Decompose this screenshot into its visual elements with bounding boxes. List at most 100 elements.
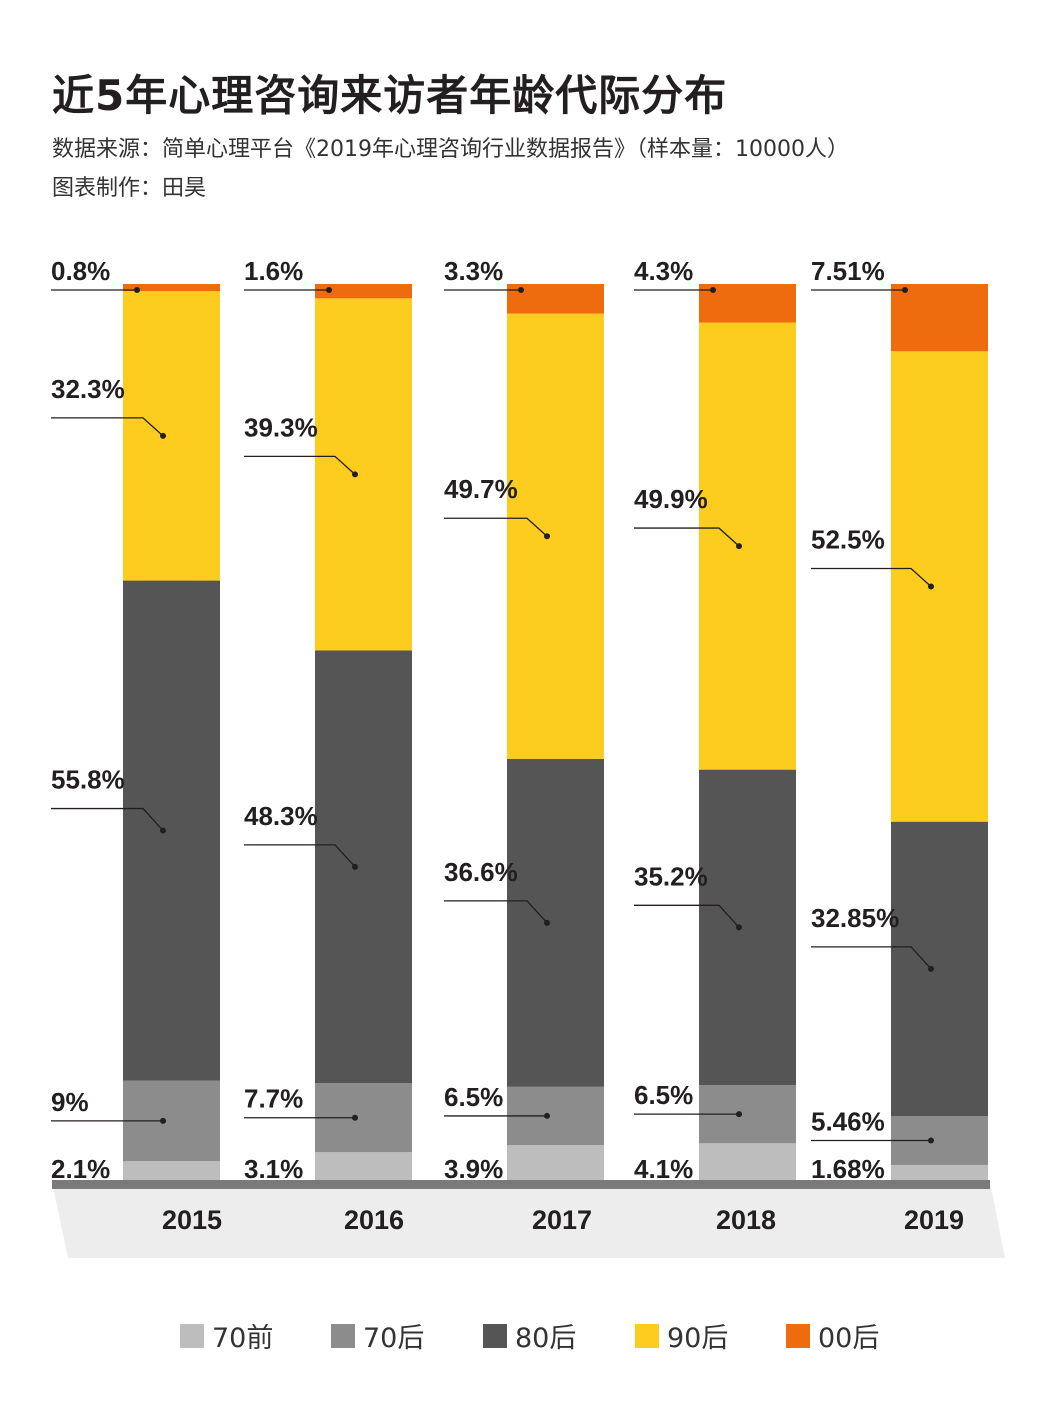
leader-dot-2016-4 — [326, 287, 332, 293]
value-label-2019-2: 32.85% — [811, 903, 899, 933]
legend-item: 70后 — [331, 1316, 424, 1355]
leader-line-2016-3 — [244, 455, 356, 475]
leader-dot-2015-3 — [160, 432, 166, 439]
year-label-2016: 2016 — [344, 1205, 404, 1235]
value-label-2019-1: 5.46% — [811, 1106, 885, 1136]
value-label-2015-1: 9% — [51, 1087, 89, 1117]
legend-swatch — [331, 1323, 355, 1348]
leader-line-2015-2 — [51, 807, 164, 831]
leader-line-2019-2 — [811, 946, 932, 970]
leader-dot-2018-3 — [736, 543, 742, 550]
leader-line-2016-2 — [244, 844, 356, 868]
value-label-2017-3: 49.7% — [444, 474, 518, 504]
leader-dot-2015-4 — [134, 287, 140, 293]
bar-segment-2018-0 — [699, 1143, 796, 1180]
leader-dot-2017-4 — [518, 287, 524, 293]
bar-segment-2016-3 — [315, 298, 412, 651]
value-label-2015-2: 55.8% — [51, 765, 125, 795]
value-label-2017-4: 3.3% — [444, 256, 503, 286]
chart-title: 近5年心理咨询来访者年龄代际分布 — [52, 71, 728, 120]
value-label-2018-0: 4.1% — [634, 1154, 693, 1184]
bar-segment-2015-0 — [123, 1161, 220, 1180]
value-label-2016-4: 1.6% — [244, 256, 303, 286]
year-label-2018: 2018 — [716, 1205, 776, 1235]
value-label-2018-3: 49.9% — [634, 484, 708, 514]
value-label-2015-0: 2.1% — [51, 1154, 110, 1184]
legend-swatch — [483, 1323, 507, 1348]
year-label-2017: 2017 — [532, 1205, 592, 1235]
leader-line-2019-3 — [811, 567, 932, 587]
value-label-2015-4: 0.8% — [51, 256, 110, 286]
bar-segment-2018-2 — [699, 769, 796, 1086]
bar-segment-2015-3 — [123, 291, 220, 581]
legend-label: 70后 — [363, 1323, 425, 1354]
legend-item: 00后 — [786, 1316, 879, 1355]
bar-segment-2016-2 — [315, 650, 412, 1084]
chart-legend: 70前 70后 80后 90后 00后 — [0, 1316, 1057, 1355]
bar-segment-2019-3 — [891, 351, 988, 822]
leader-dot-2018-4 — [710, 287, 716, 293]
bar-segment-2015-2 — [123, 580, 220, 1081]
value-label-2019-0: 1.68% — [811, 1154, 885, 1184]
year-label-2019: 2019 — [904, 1205, 964, 1235]
leader-dot-2016-3 — [352, 471, 358, 478]
value-label-2019-3: 52.5% — [811, 524, 885, 554]
bar-segment-2019-2 — [891, 821, 988, 1117]
leader-dot-2016-1 — [352, 1114, 358, 1121]
legend-item: 70前 — [180, 1316, 273, 1355]
leader-dot-2018-1 — [736, 1111, 742, 1118]
leader-line-2018-2 — [634, 904, 740, 928]
legend-item: 90后 — [635, 1316, 728, 1355]
legend-label: 90后 — [667, 1323, 729, 1354]
bar-segment-2015-4 — [123, 284, 220, 292]
legend-label: 70前 — [212, 1323, 274, 1354]
leader-line-2017-3 — [444, 517, 548, 537]
leader-dot-2019-3 — [928, 583, 934, 590]
value-label-2018-4: 4.3% — [634, 256, 693, 286]
value-label-2016-3: 39.3% — [244, 412, 318, 442]
bar-segment-2016-0 — [315, 1152, 412, 1180]
leader-dot-2019-2 — [928, 965, 934, 972]
value-label-2017-0: 3.9% — [444, 1154, 503, 1184]
legend-swatch — [786, 1323, 810, 1348]
leader-line-2018-3 — [634, 527, 740, 547]
leader-dot-2016-2 — [352, 863, 358, 870]
legend-swatch — [180, 1323, 204, 1348]
leader-dot-2015-2 — [160, 827, 166, 834]
value-label-2016-1: 7.7% — [244, 1084, 303, 1114]
leader-dot-2018-2 — [736, 924, 742, 931]
year-label-2015: 2015 — [162, 1205, 222, 1235]
leader-dot-2015-1 — [160, 1117, 166, 1124]
value-label-2019-4: 7.51% — [811, 256, 885, 286]
bar-segment-2017-0 — [507, 1145, 604, 1180]
value-label-2016-2: 48.3% — [244, 801, 318, 831]
bar-segment-2018-3 — [699, 322, 796, 770]
value-label-2018-2: 35.2% — [634, 861, 708, 891]
value-label-2016-0: 3.1% — [244, 1154, 303, 1184]
data-source: 数据来源：简单心理平台《2019年心理咨询行业数据报告》（样本量：10000人） — [52, 137, 849, 162]
bar-segment-2017-2 — [507, 758, 604, 1087]
value-label-2017-2: 36.6% — [444, 857, 518, 887]
bar-segment-2019-0 — [891, 1164, 988, 1180]
bar-segment-2017-3 — [507, 313, 604, 759]
bar-segment-2016-4 — [315, 284, 412, 299]
leader-line-2017-2 — [444, 900, 548, 924]
x-axis-line — [52, 1180, 990, 1189]
leader-dot-2019-1 — [928, 1137, 934, 1144]
axis-band — [52, 1182, 1005, 1258]
legend-label: 80后 — [515, 1323, 577, 1354]
value-label-2015-3: 32.3% — [51, 374, 125, 404]
leader-dot-2017-3 — [544, 533, 550, 540]
leader-dot-2019-4 — [902, 287, 908, 293]
bar-segment-2019-4 — [891, 284, 988, 352]
legend-swatch — [635, 1323, 659, 1348]
value-label-2017-1: 6.5% — [444, 1082, 503, 1112]
leader-dot-2017-1 — [544, 1112, 550, 1119]
leader-dot-2017-2 — [544, 919, 550, 926]
value-label-2018-1: 6.5% — [634, 1080, 693, 1110]
leader-line-2015-3 — [51, 417, 164, 437]
chart-author: 图表制作：田昊 — [52, 176, 207, 201]
legend-item: 80后 — [483, 1316, 576, 1355]
legend-label: 00后 — [818, 1323, 880, 1354]
